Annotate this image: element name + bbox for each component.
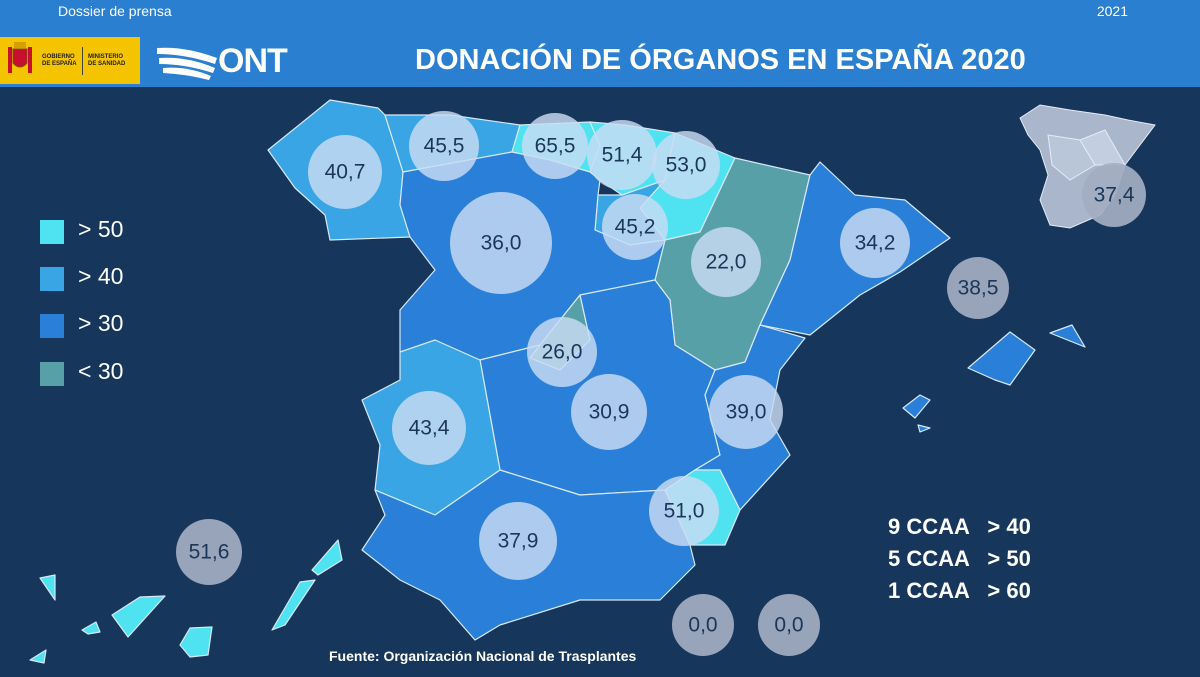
region-canarias-la-palma[interactable] — [39, 574, 56, 601]
legend-label: < 30 — [78, 358, 124, 384]
value-bubble — [409, 111, 479, 181]
legend-label: > 30 — [78, 310, 124, 336]
ccaa-summary: 9 CCAA > 40 5 CCAA > 50 1 CCAA > 60 — [888, 511, 1031, 607]
legend-swatch — [40, 267, 64, 291]
government-logo: GOBIERNO DE ESPAÑA MINISTERIO DE SANIDAD — [0, 37, 140, 84]
value-bubble — [1082, 163, 1146, 227]
value-label: 65,5 — [535, 135, 576, 158]
value-label: 51,0 — [664, 500, 705, 523]
value-bubble — [652, 131, 720, 199]
ont-logo-text: ONT — [218, 42, 288, 80]
region-canarias-fuerteventura[interactable] — [271, 579, 316, 631]
value-bubble — [691, 227, 761, 297]
value-bubble — [840, 208, 910, 278]
value-bubble — [649, 476, 719, 546]
gov-divider — [82, 47, 83, 75]
gov-line1: GOBIERNO DE ESPAÑA — [42, 54, 77, 67]
value-bubble — [587, 120, 657, 190]
value-bubble — [450, 192, 552, 294]
value-label: 0,0 — [688, 614, 717, 637]
value-bubble — [522, 113, 588, 179]
legend-swatch — [40, 314, 64, 338]
legend-swatch — [40, 362, 64, 386]
value-bubble — [672, 594, 734, 656]
region-baleares-formentera[interactable] — [917, 424, 931, 433]
dossier-label: Dossier de prensa — [58, 3, 172, 19]
value-bubble — [527, 317, 597, 387]
value-bubble — [709, 375, 783, 449]
value-label: 45,5 — [424, 135, 465, 158]
region-baleares-menorca[interactable] — [1049, 324, 1086, 348]
value-label: 43,4 — [409, 417, 450, 440]
legend-label: > 50 — [78, 216, 124, 242]
gov-line2: MINISTERIO DE SANIDAD — [88, 54, 126, 67]
value-bubble — [392, 391, 466, 465]
ont-wing-icon — [157, 47, 217, 80]
value-label: 45,2 — [615, 216, 656, 239]
value-bubble — [947, 257, 1009, 319]
value-label: 37,9 — [498, 530, 539, 553]
region-canarias-hierro[interactable] — [29, 649, 47, 664]
value-bubble — [308, 135, 382, 209]
coat-of-arms-icon — [8, 42, 32, 73]
region-canarias-gomera[interactable] — [81, 621, 101, 635]
summary-line: 5 CCAA > 50 — [888, 546, 1031, 571]
year-label: 2021 — [1096, 3, 1128, 19]
value-bubble — [602, 194, 668, 260]
summary-line: 1 CCAA > 60 — [888, 578, 1031, 603]
value-label: 26,0 — [542, 341, 583, 364]
summary-line: 9 CCAA > 40 — [888, 514, 1031, 539]
value-bubble — [758, 594, 820, 656]
value-bubble — [176, 519, 242, 585]
page-title: DONACIÓN DE ÓRGANOS EN ESPAÑA 2020 — [415, 44, 1026, 76]
value-bubble — [571, 374, 647, 450]
value-label: 37,4 — [1094, 184, 1135, 207]
legend-swatch — [40, 220, 64, 244]
region-canarias-gran-canaria[interactable] — [179, 626, 213, 658]
value-bubbles: 40,7 45,5 65,5 51,4 53,0 45,2 22,0 34,2 … — [176, 111, 1146, 656]
region-baleares-mallorca[interactable] — [967, 331, 1036, 386]
value-label: 38,5 — [958, 277, 999, 300]
value-label: 34,2 — [855, 232, 896, 255]
value-label: 53,0 — [666, 154, 707, 177]
value-label: 40,7 — [325, 161, 366, 184]
value-label: 0,0 — [774, 614, 803, 637]
value-label: 22,0 — [706, 251, 747, 274]
region-canarias-lanzarote[interactable] — [311, 539, 343, 576]
legend-label: > 40 — [78, 263, 124, 289]
value-label: 39,0 — [726, 401, 767, 424]
value-label: 51,4 — [602, 144, 643, 167]
value-label: 30,9 — [589, 401, 630, 424]
region-baleares-ibiza[interactable] — [902, 394, 931, 419]
region-canarias-tenerife[interactable] — [111, 595, 166, 638]
value-label: 36,0 — [481, 232, 522, 255]
value-bubble — [479, 502, 557, 580]
source-note: Fuente: Organización Nacional de Traspla… — [329, 648, 637, 664]
value-label: 51,6 — [189, 541, 230, 564]
